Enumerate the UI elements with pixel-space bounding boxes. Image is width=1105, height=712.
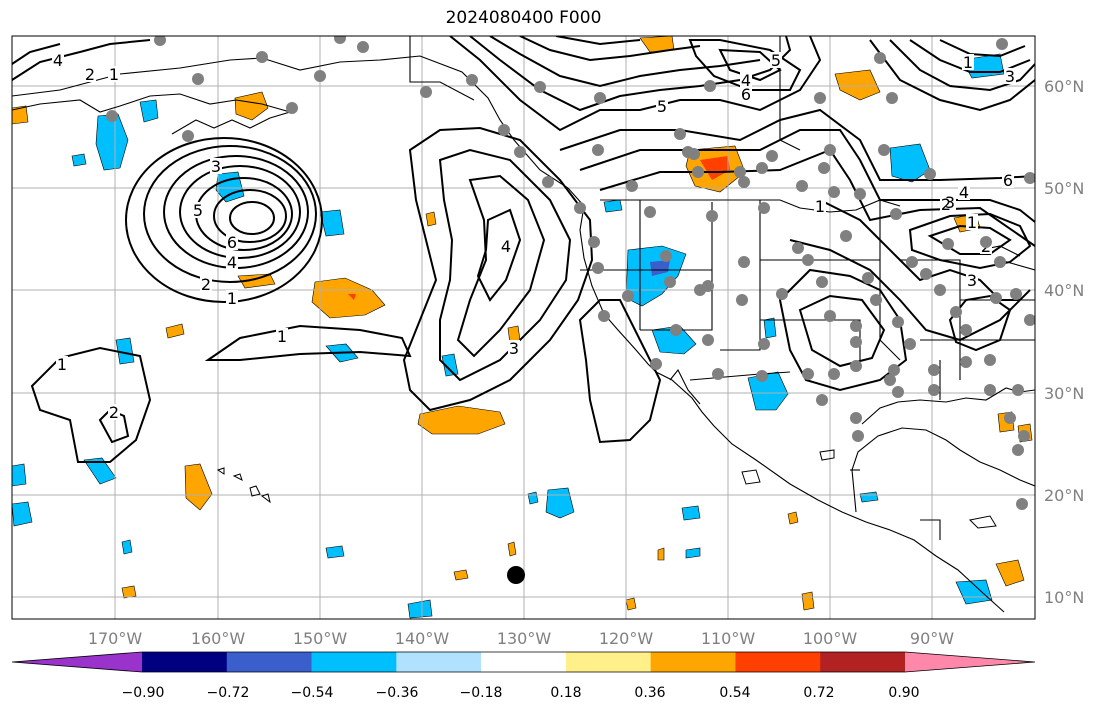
contour-label: 3 (509, 339, 519, 358)
lon-tick-label: 110°W (701, 629, 756, 648)
lon-tick-label: 170°W (88, 629, 143, 648)
station-markers (106, 36, 1035, 510)
contour-label: 4 (959, 183, 969, 202)
contour-label: 1 (963, 53, 973, 72)
graticule (12, 36, 1035, 619)
colorbar-label: −0.90 (122, 685, 165, 701)
positive-anomaly-regions (12, 36, 1033, 611)
coastlines-borders (12, 36, 1035, 613)
contour-label: 5 (657, 97, 667, 116)
colorbar-label: 0.54 (719, 685, 750, 701)
colorbar-extend-min (12, 652, 142, 672)
lon-tick-label: 90°W (910, 629, 954, 648)
islands (216, 449, 997, 529)
lat-tick-label: 60°N (1044, 77, 1084, 96)
contour-label: 2 (201, 275, 211, 294)
contour-label: 3 (967, 271, 977, 290)
contour-label: 3 (945, 193, 955, 212)
colorbar-extend-max (905, 652, 1035, 672)
location-marker (507, 566, 525, 584)
lat-tick-label: 40°N (1044, 281, 1084, 300)
contour-label: 4 (227, 253, 237, 272)
contour-label: 6 (1003, 171, 1013, 190)
negative-anomaly-regions (12, 53, 1005, 619)
contour-label: 3 (211, 157, 221, 176)
lat-tick-label: 50°N (1044, 179, 1084, 198)
colorbar-segment (565, 652, 652, 672)
lat-tick-label: 20°N (1044, 486, 1084, 505)
contour-label: 1 (57, 355, 67, 374)
colorbar-label: 0.18 (550, 685, 581, 701)
colorbar-segment (396, 652, 482, 672)
colorbar-label: −0.36 (376, 685, 419, 701)
contour-label: 4 (741, 71, 751, 90)
contour-label: 1 (227, 289, 237, 308)
contour-lines (12, 36, 1035, 463)
colorbar-segment (142, 652, 228, 672)
map-area: 4 2 1 3 5 6 4 2 1 1 1 2 4 3 5 4 6 5 1 2 (11, 35, 1036, 620)
latitude-labels: 60°N 50°N 40°N 30°N 20°N 10°N (1044, 77, 1084, 607)
contour-label: 3 (1005, 67, 1015, 86)
colorbar-segment (481, 652, 567, 672)
contour-label: 1 (277, 327, 287, 346)
contour-label: 2 (941, 195, 951, 214)
contour-label: 2 (85, 65, 95, 84)
contour-label: 1 (109, 65, 119, 84)
lon-tick-label: 120°W (599, 629, 654, 648)
lat-tick-label: 10°N (1044, 588, 1084, 607)
contour-label: 2 (109, 403, 119, 422)
colorbar-segment (650, 652, 736, 672)
colorbar-outline (11, 651, 1036, 673)
map-title: 2024080400 F000 (445, 8, 602, 28)
contour-label: 1 (967, 213, 977, 232)
colorbar-label: 0.36 (634, 685, 665, 701)
colorbar-segment (820, 652, 906, 672)
contour-label: 6 (227, 233, 237, 252)
longitude-labels: 170°W 160°W 150°W 140°W 130°W 120°W 110°… (88, 629, 954, 648)
contour-label: 5 (771, 51, 781, 70)
lat-tick-label: 30°N (1044, 384, 1084, 403)
map-frame (11, 35, 1036, 620)
contour-label: 4 (501, 237, 511, 256)
colorbar-segment (226, 652, 313, 672)
colorbar-label: 0.90 (888, 685, 919, 701)
contour-label: 6 (741, 85, 751, 104)
colorbar-label: −0.54 (291, 685, 334, 701)
contour-label: 4 (53, 51, 63, 70)
lon-tick-label: 140°W (395, 629, 450, 648)
contour-label: 5 (193, 201, 203, 220)
colorbar-segment (311, 652, 397, 672)
lon-tick-label: 100°W (803, 629, 858, 648)
contour-label: 1 (815, 197, 825, 216)
colorbar-label: −0.18 (460, 685, 503, 701)
colorbar-segment (735, 652, 821, 672)
colorbar-label: 0.72 (803, 685, 834, 701)
lon-tick-label: 130°W (497, 629, 552, 648)
contour-labels: 4 2 1 3 5 6 4 2 1 1 1 2 4 3 5 4 6 5 1 2 (52, 51, 1016, 422)
colorbar-labels: −0.90 −0.72 −0.54 −0.36 −0.18 0.18 0.36 … (122, 685, 920, 701)
lon-tick-label: 160°W (191, 629, 246, 648)
colorbar (11, 651, 1036, 673)
lon-tick-label: 150°W (293, 629, 348, 648)
colorbar-label: −0.72 (207, 685, 250, 701)
